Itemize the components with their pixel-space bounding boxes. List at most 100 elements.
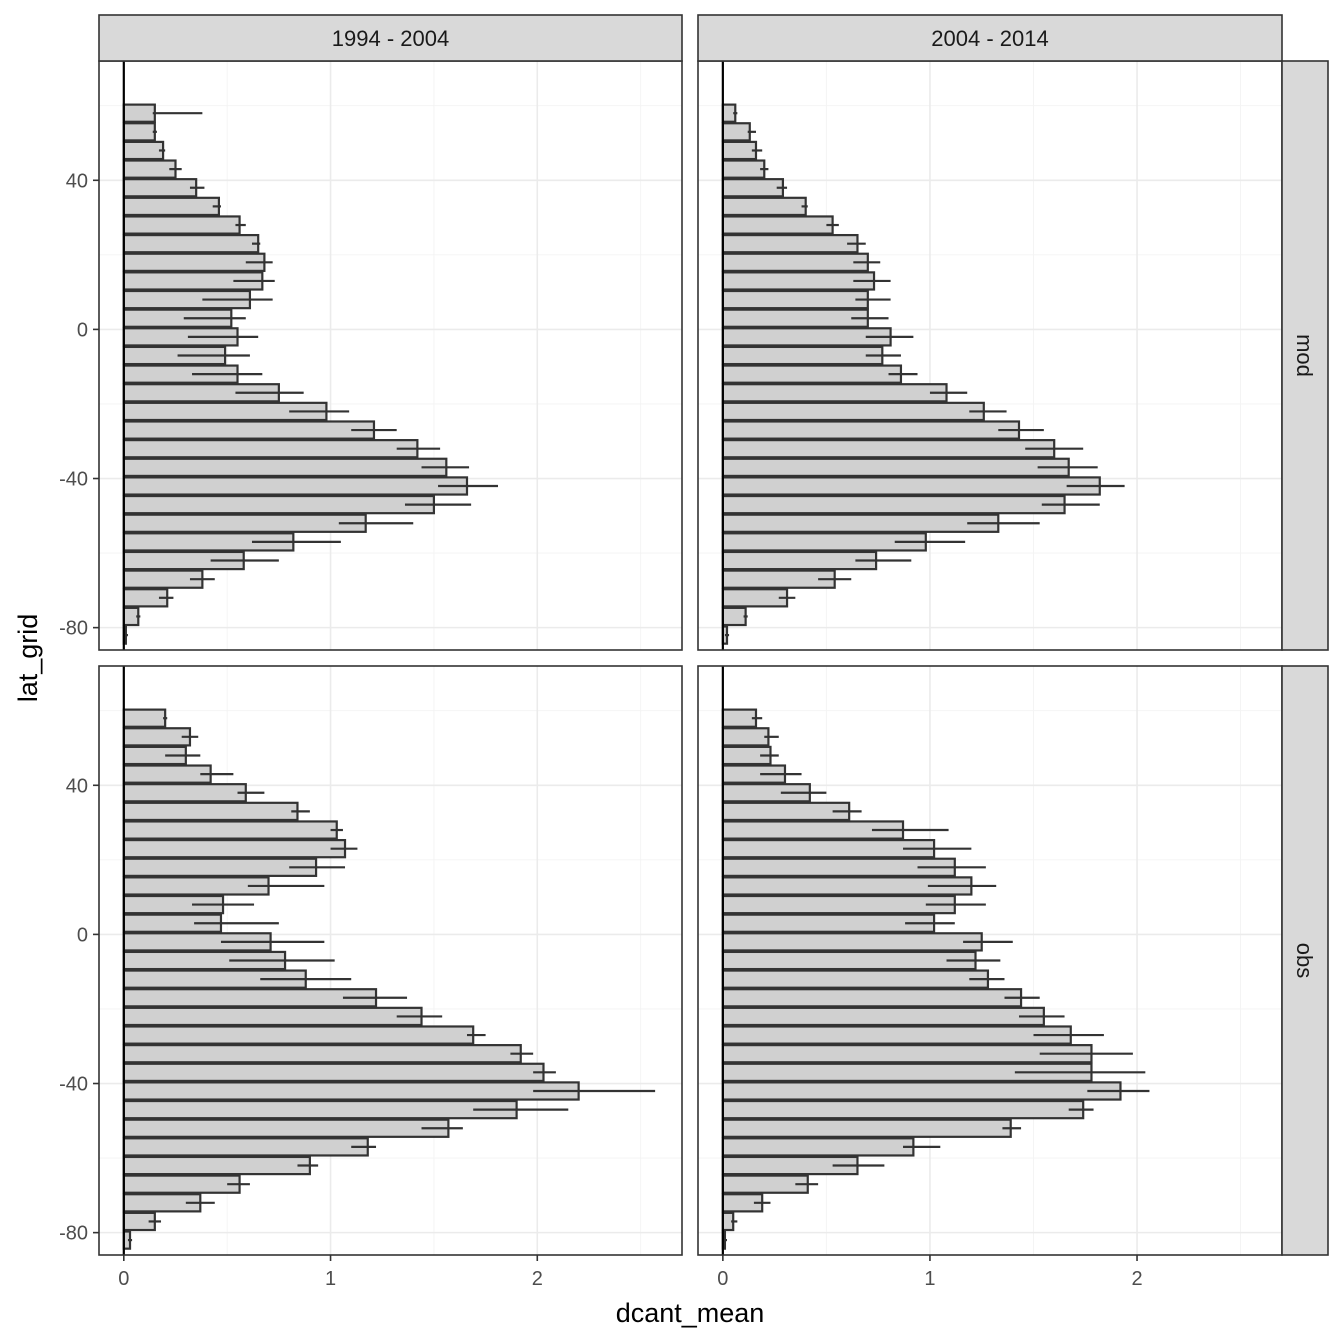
bar [721,383,948,403]
bar [122,476,469,496]
bar [721,401,985,422]
y-tick-label: 0 [77,319,88,341]
bar [721,420,1021,440]
bar [122,783,247,803]
bar [721,950,977,971]
bar [122,838,347,859]
bar [122,178,198,198]
bar [122,857,318,877]
bar [122,159,177,179]
bar [122,727,192,747]
y-axis-title: lat_grid [13,614,43,703]
bar [122,1099,518,1120]
bar [721,913,936,933]
col-strip-bg [98,14,683,62]
bar [721,140,758,161]
bar [721,569,836,589]
bar [122,439,419,459]
bar [122,1137,369,1157]
bar [721,513,1000,533]
x-tick-label: 2 [1131,1268,1142,1290]
bar [122,494,436,515]
row-strip-0: mod [1281,60,1329,651]
bar [721,1044,1093,1064]
bar [122,988,378,1008]
bar [721,476,1101,496]
bar [721,196,807,217]
y-tick-label: -40 [59,469,88,491]
bar [721,838,936,859]
y-tick-label: -80 [59,1223,88,1245]
col-strip-1: 2004 - 2014 [697,14,1283,62]
bar [721,252,869,272]
facet-strips: 1994 - 2004 2004 - 2014 mod obs [98,14,1329,1256]
x-axis-title: dcant_mean [616,1298,765,1328]
y-tick-label: -80 [59,618,88,640]
bar [122,1062,545,1083]
bar [721,988,1023,1008]
panel-border [98,665,683,1256]
bar [122,140,165,161]
bar [721,457,1070,478]
bar [721,289,869,310]
bar [721,494,1066,515]
col-strip-label: 2004 - 2014 [931,26,1048,51]
panel-mod-1 [697,60,1283,651]
bar [122,103,156,123]
bar [122,252,266,272]
x-tick-label: 0 [118,1268,129,1290]
bar [721,969,990,989]
bar [721,122,751,142]
bar [122,1174,241,1194]
x-tick-label: 0 [717,1268,728,1290]
bar [122,876,270,896]
bar [721,215,834,235]
bar [721,271,876,291]
bar [122,233,260,254]
bar [721,727,770,747]
bar [721,1099,1085,1120]
y-tick-label: 40 [66,775,88,797]
x-tick-label: 1 [325,1268,336,1290]
col-strip-label: 1994 - 2004 [332,26,449,51]
bar [721,308,869,328]
bar [721,588,789,608]
bar [721,1006,1045,1027]
bar [721,364,903,384]
x-tick-label: 2 [532,1268,543,1290]
panel-obs-1 [697,665,1283,1256]
bar [721,233,859,254]
axes: -80 -40 0 40 -80 -40 0 40 0 1 2 0 1 2 [59,170,1143,1290]
col-strip-0: 1994 - 2004 [98,14,683,62]
bar [122,196,221,217]
row-strip-label: mod [1292,334,1317,377]
y-tick-label: -40 [59,1074,88,1096]
bar [122,215,241,235]
bar [122,708,167,728]
facet-panels [98,60,1283,1256]
bar [122,1081,580,1101]
bar [122,820,338,840]
row-strip-1: obs [1281,665,1329,1256]
bar [122,1006,423,1027]
bar [721,1025,1072,1045]
bar [721,345,884,366]
bar [721,439,1056,459]
x-tick-label: 1 [924,1268,935,1290]
y-tick-label: 40 [66,170,88,192]
bar [122,1044,522,1064]
bar [721,1081,1122,1101]
bar [721,178,785,198]
row-strip-label: obs [1292,943,1317,978]
bar [122,1155,311,1176]
row-strip-bg [1281,665,1329,1256]
bar [122,122,156,142]
bar [721,1174,809,1194]
bar [122,801,299,822]
bar [122,1118,450,1138]
bar [721,708,758,728]
bar [721,932,983,952]
bar [122,1025,475,1045]
bar [721,894,956,915]
bar [721,606,747,627]
